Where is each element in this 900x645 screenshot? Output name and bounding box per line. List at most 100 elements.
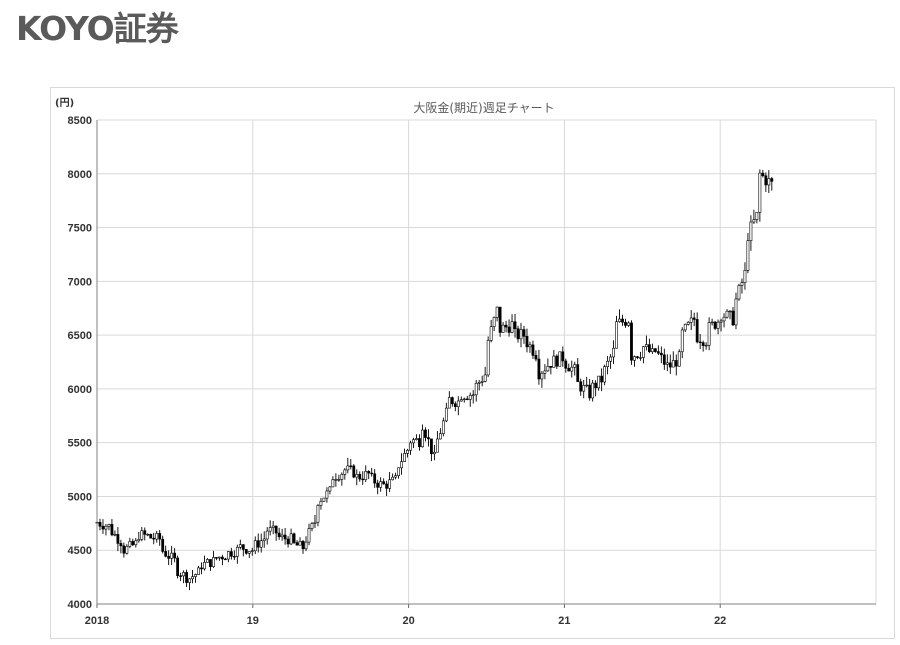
candle-body — [471, 394, 475, 396]
candle-body — [731, 310, 735, 326]
candle-body — [438, 433, 442, 440]
candle-body — [725, 310, 729, 318]
candle-body — [334, 479, 338, 481]
candle-body — [441, 420, 445, 434]
chart-title: 大阪金(期近)週足チャート — [413, 100, 554, 115]
candle-body — [591, 382, 595, 399]
candle-body — [567, 367, 571, 372]
candle-body — [238, 544, 242, 548]
candle-body — [498, 306, 502, 333]
candle-body — [385, 483, 389, 489]
candle-body — [752, 219, 756, 223]
candle-body — [761, 172, 765, 177]
candle-body — [274, 525, 278, 534]
candle-body — [176, 557, 180, 577]
candle-body — [152, 537, 156, 540]
candle-body — [256, 540, 260, 548]
candle-body — [113, 534, 117, 536]
candle-body — [412, 439, 415, 444]
candle-body — [218, 556, 221, 559]
candle-body — [659, 352, 663, 356]
candle-body — [525, 335, 529, 348]
candle-body — [415, 438, 418, 440]
y-tick-label: 4000 — [68, 599, 92, 611]
candle-body — [570, 366, 574, 372]
candle-body — [221, 556, 224, 560]
candle-body — [444, 407, 448, 422]
candle-body — [618, 318, 621, 322]
candle-body — [250, 550, 254, 552]
candle-body — [746, 240, 750, 271]
candle-body — [137, 539, 141, 542]
candle-body — [609, 356, 612, 362]
candle-body — [119, 543, 123, 547]
candle-body — [283, 534, 287, 540]
candle-body — [674, 360, 678, 367]
candle-body — [191, 576, 194, 580]
candle-body — [710, 321, 714, 324]
candle-body — [564, 360, 568, 369]
candle-body — [110, 524, 114, 536]
candle-body — [624, 321, 627, 326]
y-tick-label: 6500 — [68, 330, 92, 342]
candle-body — [722, 316, 726, 322]
candle-body — [528, 344, 532, 348]
candle-body — [510, 321, 514, 333]
candle-body — [468, 395, 472, 400]
x-tick-label: 21 — [558, 615, 570, 627]
candle-body — [689, 317, 693, 323]
candle-body — [435, 438, 439, 453]
candle-body — [492, 317, 496, 327]
candle-body — [259, 540, 263, 548]
candle-body — [671, 360, 675, 368]
candle-body — [662, 354, 666, 365]
y-tick-label: 7500 — [68, 223, 92, 235]
candle-body — [355, 474, 359, 478]
candle-body — [155, 533, 159, 540]
candle-body — [549, 366, 553, 368]
candle-body — [313, 521, 317, 524]
candle-body — [188, 578, 191, 583]
candle-body — [683, 324, 687, 331]
candle-body — [125, 546, 129, 554]
candle-body — [271, 525, 275, 528]
candle-body — [337, 479, 341, 481]
candle-body — [453, 403, 457, 407]
candle-body — [749, 221, 753, 241]
candle-body — [289, 533, 293, 545]
candle-body — [253, 540, 257, 552]
candle-body — [352, 465, 356, 478]
candle-body — [668, 362, 672, 368]
candle-body — [349, 465, 353, 467]
y-tick-label: 5500 — [68, 438, 92, 450]
candle-body — [212, 557, 215, 568]
candle-body — [215, 557, 218, 559]
candle-body — [418, 438, 421, 448]
candle-body — [421, 429, 424, 448]
candle-body — [459, 399, 463, 402]
candle-body — [185, 572, 188, 583]
candle-body — [298, 541, 302, 546]
candle-body — [304, 541, 308, 550]
candle-body — [200, 567, 203, 570]
candle-body — [477, 381, 481, 384]
candle-body — [630, 322, 633, 361]
candle-body — [758, 172, 762, 213]
candle-body — [128, 541, 132, 547]
candle-body — [456, 400, 460, 407]
candle-body — [522, 329, 526, 337]
candle-body — [770, 178, 774, 182]
candle-body — [621, 318, 624, 323]
candle-body — [606, 360, 609, 367]
candle-body — [642, 346, 645, 358]
candle-body — [229, 551, 233, 557]
candle-body — [307, 528, 311, 543]
candle-body — [400, 461, 403, 469]
candle-body — [149, 534, 153, 539]
candle-body — [331, 479, 335, 488]
candle-body — [328, 486, 332, 492]
candle-body — [701, 342, 705, 346]
y-axis-unit: (円) — [55, 97, 74, 109]
candle-body — [244, 549, 248, 554]
